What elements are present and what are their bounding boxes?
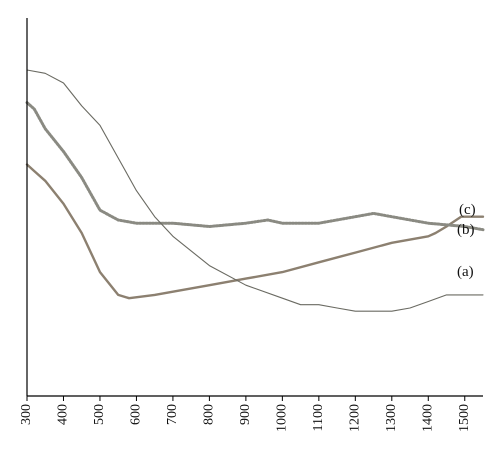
x-axis-ticks: 300 400 500 600 700 800 900 1000 1100 1200 1300 140… <box>19 396 472 432</box>
series-labels: (c) (b) (a) <box>457 202 476 280</box>
series-line-a <box>25 163 485 300</box>
series-layer <box>25 69 485 312</box>
series-line-b <box>25 101 485 232</box>
x-tick-label: 700 <box>165 404 180 425</box>
x-tick-label: 1500 <box>457 404 472 432</box>
series-line-c <box>26 69 484 312</box>
series-label-a: (a) <box>457 264 474 280</box>
series-label-b: (b) <box>457 222 475 238</box>
series-label-c: (c) <box>459 202 476 218</box>
x-tick-label: 1300 <box>384 404 399 432</box>
x-tick-label: 1400 <box>420 404 435 432</box>
x-tick-label: 1100 <box>311 404 326 431</box>
x-tick-label: 600 <box>129 404 144 425</box>
x-tick-label: 400 <box>56 404 71 425</box>
x-tick-label: 300 <box>19 404 34 425</box>
x-tick-label: 900 <box>238 404 253 425</box>
x-tick-label: 1000 <box>275 404 290 432</box>
x-tick-label: 1200 <box>348 404 363 432</box>
x-tick-label: 500 <box>92 404 107 425</box>
x-tick-label: 800 <box>202 404 217 425</box>
